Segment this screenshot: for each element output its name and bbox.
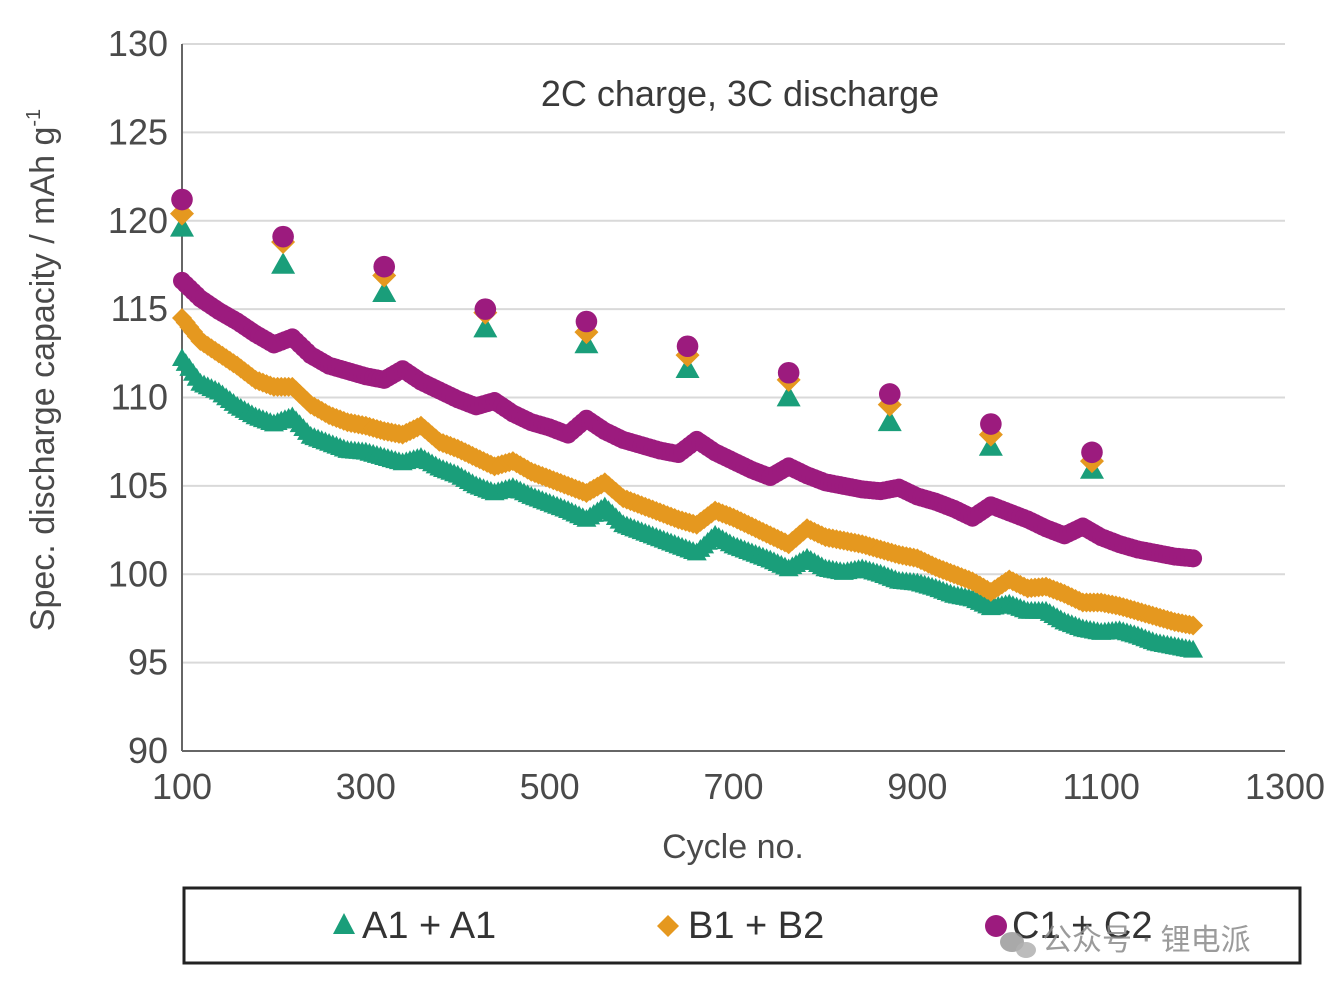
y-tick-labels: 90 95 100 105 110 115 120 125 130 (108, 23, 168, 771)
legend-marker-triangle (333, 913, 355, 934)
checkpoint-point (980, 413, 1002, 435)
legend-entry-c: C1 + C2 (985, 905, 1152, 947)
x-tick-label: 1300 (1245, 766, 1325, 807)
checkpoint-point (271, 252, 296, 274)
watermark-text: 公众号 · 锂电派 (1042, 923, 1251, 958)
legend-marker-circle (985, 915, 1007, 937)
data-point (1183, 615, 1204, 636)
y-tick-label: 115 (111, 288, 168, 329)
checkpoint-point (675, 356, 700, 379)
series-triangle (172, 348, 1204, 658)
checkpoint-point (575, 310, 598, 333)
x-axis-title: Cycle no. (662, 828, 804, 866)
x-tick-label: 1100 (1062, 766, 1139, 807)
wechat-icon (1000, 932, 1036, 958)
checkpoint-point (372, 280, 397, 303)
checkpoint-point (473, 315, 498, 338)
y-tick-label: 100 (108, 553, 168, 594)
legend-entry-a: A1 + A1 (333, 905, 496, 947)
checkpoint-point (171, 188, 193, 211)
series-layer (170, 188, 1204, 658)
y-tick-label: 90 (128, 730, 168, 771)
checkpoint-point (877, 409, 902, 432)
y-tick-label: 120 (108, 200, 168, 241)
legend-label-b: B1 + B2 (688, 905, 824, 947)
y-axis-title: Spec. discharge capacity / mAh g-1 (23, 109, 62, 631)
y-tick-label: 130 (108, 23, 168, 64)
chart-title: 2C charge, 3C discharge (541, 73, 939, 114)
data-point (1183, 639, 1204, 658)
y-axis-title-superscript: -1 (23, 109, 45, 127)
x-tick-label: 700 (703, 766, 763, 807)
legend-label-a: A1 + A1 (362, 905, 496, 947)
y-tick-label: 110 (111, 377, 168, 418)
y-tick-label: 95 (128, 642, 168, 683)
checkpoint-point (777, 361, 800, 384)
watermark: 公众号 · 锂电派 (1000, 923, 1251, 958)
checkpoint-point (676, 335, 699, 358)
checkpoint-point (776, 384, 801, 407)
data-point (1184, 549, 1203, 568)
legend-marker-diamond (657, 915, 679, 937)
checkpoint-point (1081, 441, 1103, 464)
y-tick-label: 105 (108, 465, 168, 506)
x-tick-label: 100 (152, 766, 212, 807)
legend: A1 + A1 B1 + B2 C1 + C2 (182, 886, 1302, 965)
series-diamond (172, 307, 1204, 636)
y-tick-label: 125 (108, 111, 168, 152)
y-axis-title-main: Spec. discharge capacity / mAh g (24, 127, 62, 632)
axes (181, 44, 1285, 752)
legend-label-c: C1 + C2 (1012, 905, 1152, 947)
x-tick-label: 300 (336, 766, 396, 807)
checkpoint-point (878, 383, 901, 405)
x-tick-label: 500 (520, 766, 580, 807)
checkpoint-series-triangle (170, 215, 1104, 479)
legend-box (182, 886, 1302, 965)
checkpoint-point (373, 255, 396, 278)
x-tick-labels: 100 300 500 700 900 1100 1300 (152, 766, 1325, 807)
checkpoint-point (474, 298, 497, 320)
checkpoint-point (272, 225, 294, 248)
checkpoint-series-circle (171, 188, 1103, 464)
gridlines (182, 43, 1285, 664)
legend-entry-b: B1 + B2 (657, 905, 824, 947)
x-tick-label: 900 (887, 766, 947, 807)
series-circle (173, 271, 1203, 568)
checkpoint-point (170, 215, 194, 237)
